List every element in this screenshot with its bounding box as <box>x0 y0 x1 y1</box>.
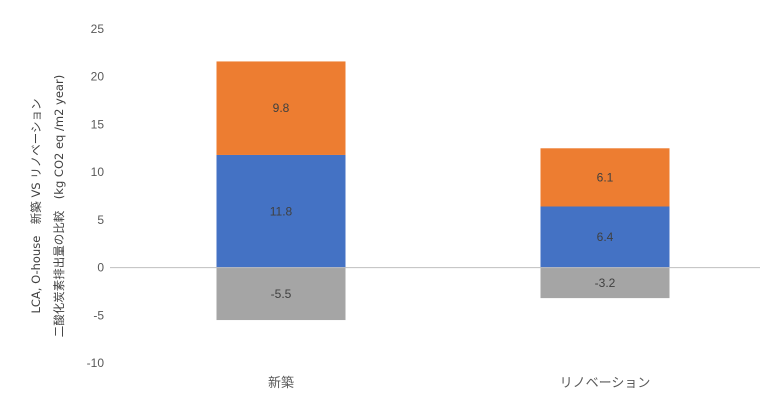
y-tick-label: 10 <box>91 165 105 179</box>
data-label: -3.2 <box>595 276 616 290</box>
y-tick-label: 15 <box>91 117 105 131</box>
y-tick-label: 25 <box>91 22 105 36</box>
y-tick-label: -5 <box>93 308 104 322</box>
y-tick-label: 0 <box>97 261 104 275</box>
bar-segment <box>540 148 670 207</box>
bar-segment <box>216 267 346 321</box>
y-tick-label: -10 <box>87 356 105 370</box>
bar-segment <box>216 154 346 268</box>
bar-segment <box>216 61 346 155</box>
y-tick-label: 20 <box>91 70 105 84</box>
data-label: -5.5 <box>271 287 292 301</box>
data-label: 9.8 <box>273 101 290 115</box>
data-labels: -5.5 11.8 9.8 -3.2 6.4 6.1 <box>270 101 616 301</box>
data-label: 11.8 <box>270 204 293 218</box>
x-category-label: 新築 <box>268 375 294 391</box>
y-axis-label: LCA, O-house 新築 VS リノベーション 二酸化炭素排出量の比較 (… <box>29 75 66 337</box>
bar-segment <box>540 206 670 268</box>
bars <box>216 61 670 321</box>
bar-segment <box>540 267 670 299</box>
y-axis-label-line-2: 二酸化炭素排出量の比較 (kg CO2 eq /m2 year) <box>52 75 66 337</box>
y-tick-label: 5 <box>97 213 104 227</box>
x-category-label: リノベーション <box>560 376 651 391</box>
data-label: 6.4 <box>597 230 614 244</box>
y-axis-ticks: -10 -5 0 5 10 15 20 25 <box>87 22 105 370</box>
x-axis-categories: 新築 リノベーション <box>268 375 650 391</box>
data-label: 6.1 <box>597 170 614 184</box>
y-axis-label-line-1: LCA, O-house 新築 VS リノベーション <box>29 98 43 313</box>
